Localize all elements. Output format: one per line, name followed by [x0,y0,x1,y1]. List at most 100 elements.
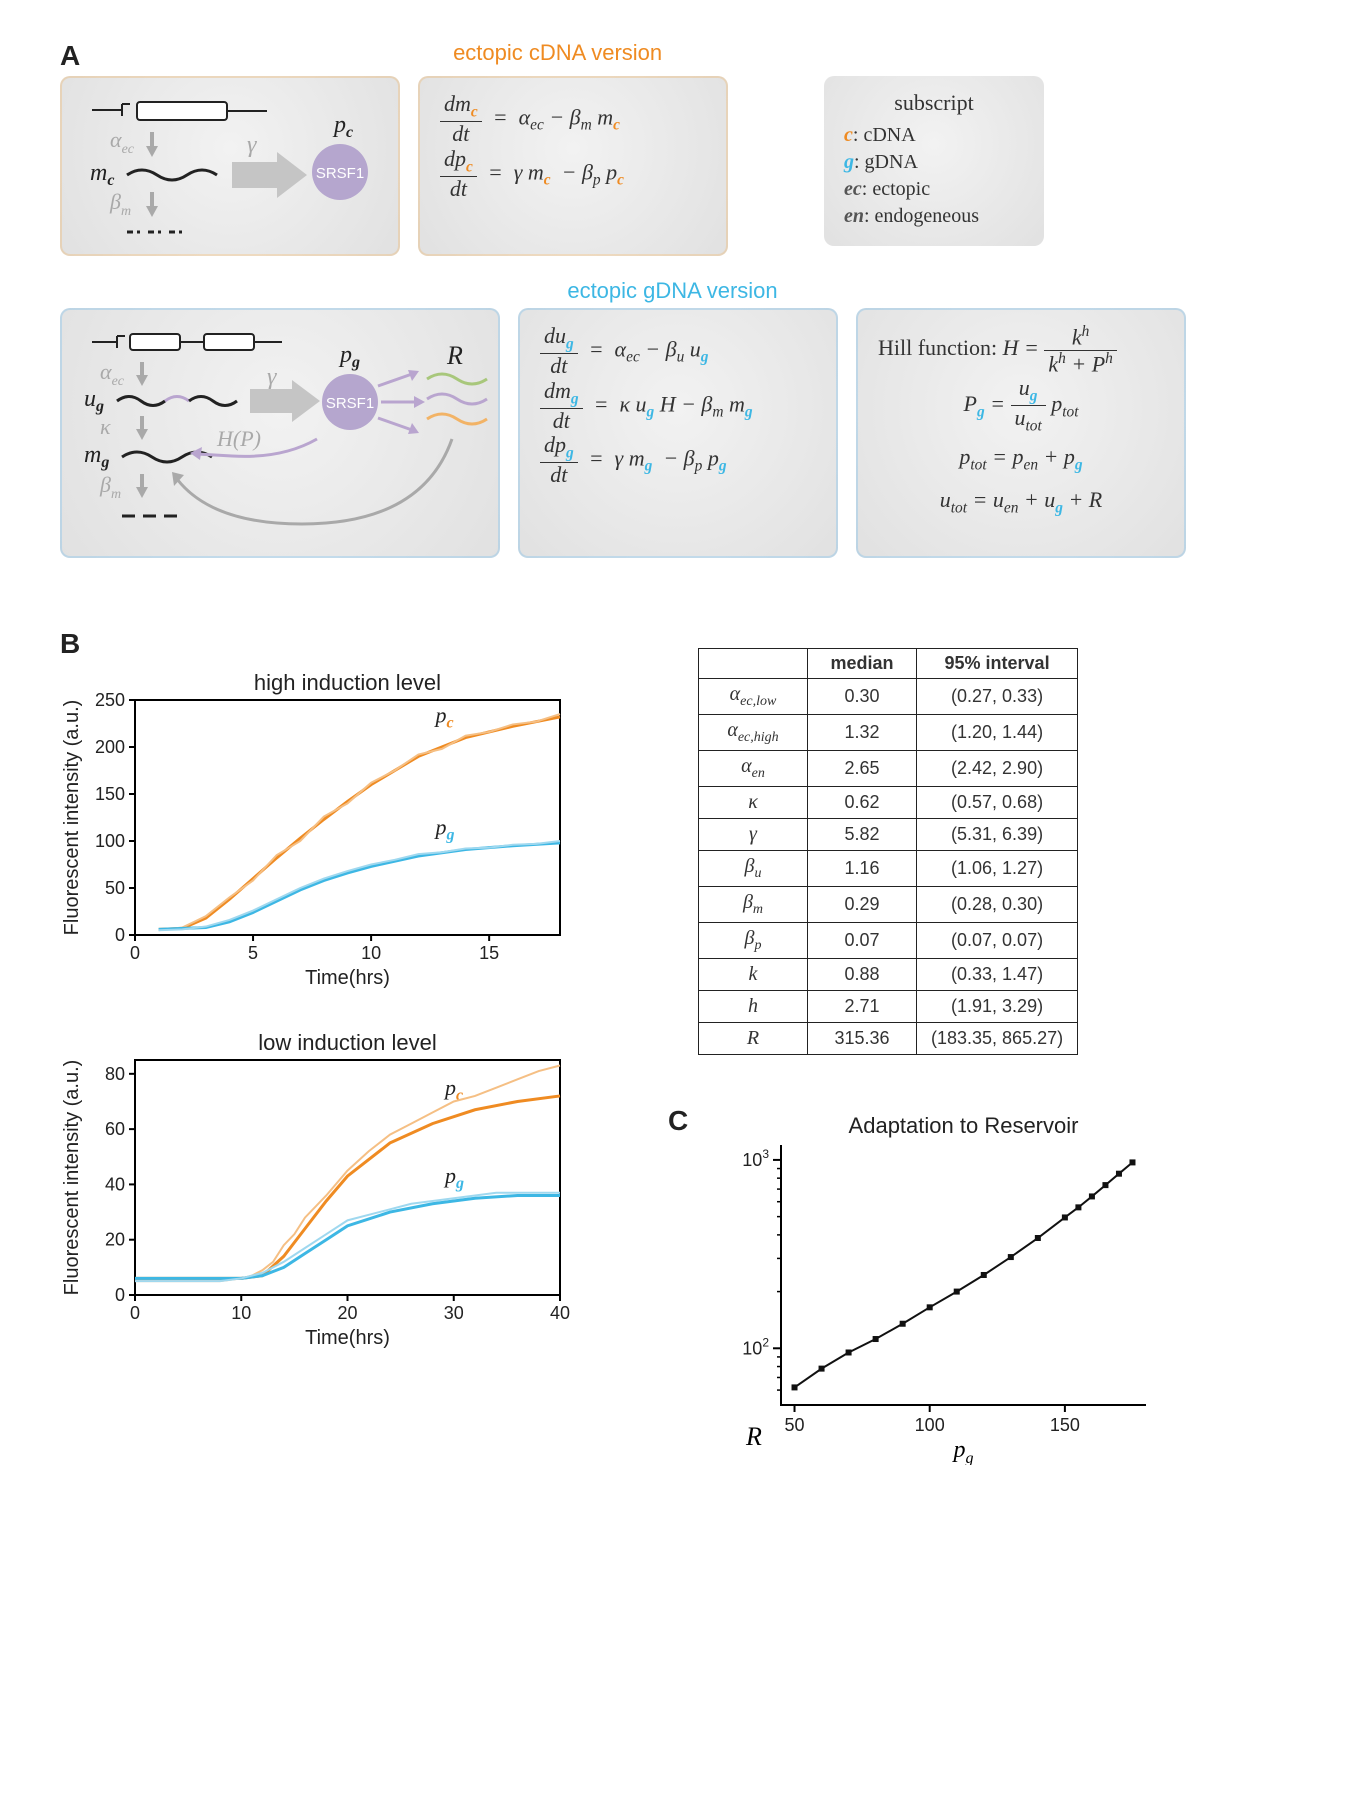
gdna-eq2: dmgdt = κ ug H − βm mg [540,379,816,434]
svg-text:mg: mg [84,442,109,471]
svg-text:40: 40 [105,1174,125,1194]
svg-text:0: 0 [115,1285,125,1305]
table-row: γ5.82(5.31, 6.39) [699,819,1078,851]
svg-text:5: 5 [248,943,258,963]
svg-text:103: 103 [743,1147,770,1170]
table-cell: 0.29 [808,887,917,923]
svg-text:mc: mc [90,160,114,189]
svg-text:γ: γ [247,132,257,158]
svg-text:30: 30 [444,1303,464,1323]
def-Pg: Pg = ugutot ptot [878,376,1164,436]
chart-high-induction: high induction level05101505010015020025… [60,660,620,990]
table-cell: (183.35, 865.27) [917,1023,1078,1055]
panel-a-cdna-title: ectopic cDNA version [453,40,662,65]
table-cell: (1.91, 3.29) [917,991,1078,1023]
table-header: median [808,649,917,679]
svg-text:0: 0 [130,1303,140,1323]
svg-text:αec: αec [100,359,125,389]
svg-text:pc: pc [332,112,353,141]
svg-text:Fluorescent intensity (a.u.): Fluorescent intensity (a.u.) [61,700,83,936]
table-header: 95% interval [917,649,1078,679]
subscript-legend-row: en: endogeneous [844,205,1024,228]
table-row: βu1.16(1.06, 1.27) [699,851,1078,887]
table-cell: 315.36 [808,1023,917,1055]
subscript-legend-row: g: gDNA [844,151,1024,174]
panel-a-letter: A [60,40,80,72]
cdna-eq1: dmcdt = αec − βm mc [440,92,706,147]
table-cell: αec,high [699,715,808,751]
svg-text:pg: pg [952,1437,974,1465]
table-header [699,649,808,679]
svg-text:pc: pc [434,703,454,732]
table-cell: (1.06, 1.27) [917,851,1078,887]
svg-text:150: 150 [1050,1415,1080,1435]
srsf1-label-2: SRSF1 [326,395,374,412]
subscript-legend-title: subscript [844,90,1024,116]
gdna-equations-card: dugdt = αec − βu ug dmgdt = κ ug H − βm … [518,308,838,558]
parameter-table: median95% interval αec,low0.30(0.27, 0.3… [698,648,1078,1055]
svg-text:40: 40 [550,1303,570,1323]
svg-text:100: 100 [95,831,125,851]
table-cell: h [699,991,808,1023]
svg-text:low induction level: low induction level [258,1030,437,1055]
table-cell: 2.71 [808,991,917,1023]
svg-text:βm: βm [99,472,121,502]
gdna-eq1: dugdt = αec − βu ug [540,324,816,379]
table-row: αec,high1.32(1.20, 1.44) [699,715,1078,751]
gdna-definitions-card: Hill function: H = khkh + Ph Pg = ugutot… [856,308,1186,558]
svg-text:50: 50 [785,1415,805,1435]
svg-text:20: 20 [105,1230,125,1250]
table-cell: k [699,959,808,991]
subscript-legend-card: subscript c: cDNA g: gDNA ec: ectopic en: e… [824,76,1044,246]
table-cell: (0.33, 1.47) [917,959,1078,991]
svg-text:10: 10 [361,943,381,963]
svg-text:Adaptation to Reservoir: Adaptation to Reservoir [849,1113,1079,1138]
subscript-legend-row: c: cDNA [844,124,1024,147]
cdna-equations-card: dmcdt = αec − βm mc dpcdt = γ mc − βp pc [418,76,728,256]
svg-text:γ: γ [267,364,277,390]
svg-text:αec: αec [110,127,135,157]
subscript-legend-row: ec: ectopic [844,178,1024,201]
svg-text:pg: pg [434,814,455,843]
table-cell: (2.42, 2.90) [917,751,1078,787]
table-cell: R [699,1023,808,1055]
gdna-schematic: αec ug κ mg βm γ SRSF1 pg [82,324,492,549]
table-cell: γ [699,819,808,851]
table-row: αen2.65(2.42, 2.90) [699,751,1078,787]
table-row: βm0.29(0.28, 0.30) [699,887,1078,923]
panel-b-letter: B [60,628,80,660]
table-cell: (1.20, 1.44) [917,715,1078,751]
table-row: k0.88(0.33, 1.47) [699,959,1078,991]
svg-text:R: R [446,341,463,370]
svg-text:150: 150 [95,784,125,804]
svg-text:0: 0 [115,925,125,945]
srsf1-label-1: SRSF1 [316,165,364,182]
chart-adaptation-reservoir: Adaptation to Reservoir50100150102103pgR [706,1105,1166,1465]
svg-text:Time(hrs): Time(hrs) [305,1327,390,1349]
table-cell: βu [699,851,808,887]
table-row: αec,low0.30(0.27, 0.33) [699,679,1078,715]
table-cell: 1.32 [808,715,917,751]
table-cell: (0.27, 0.33) [917,679,1078,715]
table-cell: (5.31, 6.39) [917,819,1078,851]
svg-text:20: 20 [337,1303,357,1323]
cdna-eq2: dpcdt = γ mc − βp pc [440,147,706,202]
svg-text:100: 100 [915,1415,945,1435]
svg-text:50: 50 [105,878,125,898]
table-cell: 1.16 [808,851,917,887]
panel-a-gdna-title: ectopic gDNA version [567,278,777,303]
svg-text:0: 0 [130,943,140,963]
hill-function: Hill function: H = khkh + Ph [878,324,1164,376]
cdna-schematic-card: αec mc βm γ SRSF1 pc [60,76,400,256]
svg-text:pg: pg [338,342,360,371]
svg-text:250: 250 [95,690,125,710]
cdna-schematic: αec mc βm γ SRSF1 pc [82,92,392,247]
svg-text:high induction level: high induction level [254,670,441,695]
table-row: h2.71(1.91, 3.29) [699,991,1078,1023]
gdna-schematic-card: αec ug κ mg βm γ SRSF1 pg [60,308,500,558]
table-row: βp0.07(0.07, 0.07) [699,923,1078,959]
svg-text:200: 200 [95,737,125,757]
table-cell: (0.07, 0.07) [917,923,1078,959]
table-row: κ0.62(0.57, 0.68) [699,787,1078,819]
svg-text:ug: ug [84,386,104,415]
